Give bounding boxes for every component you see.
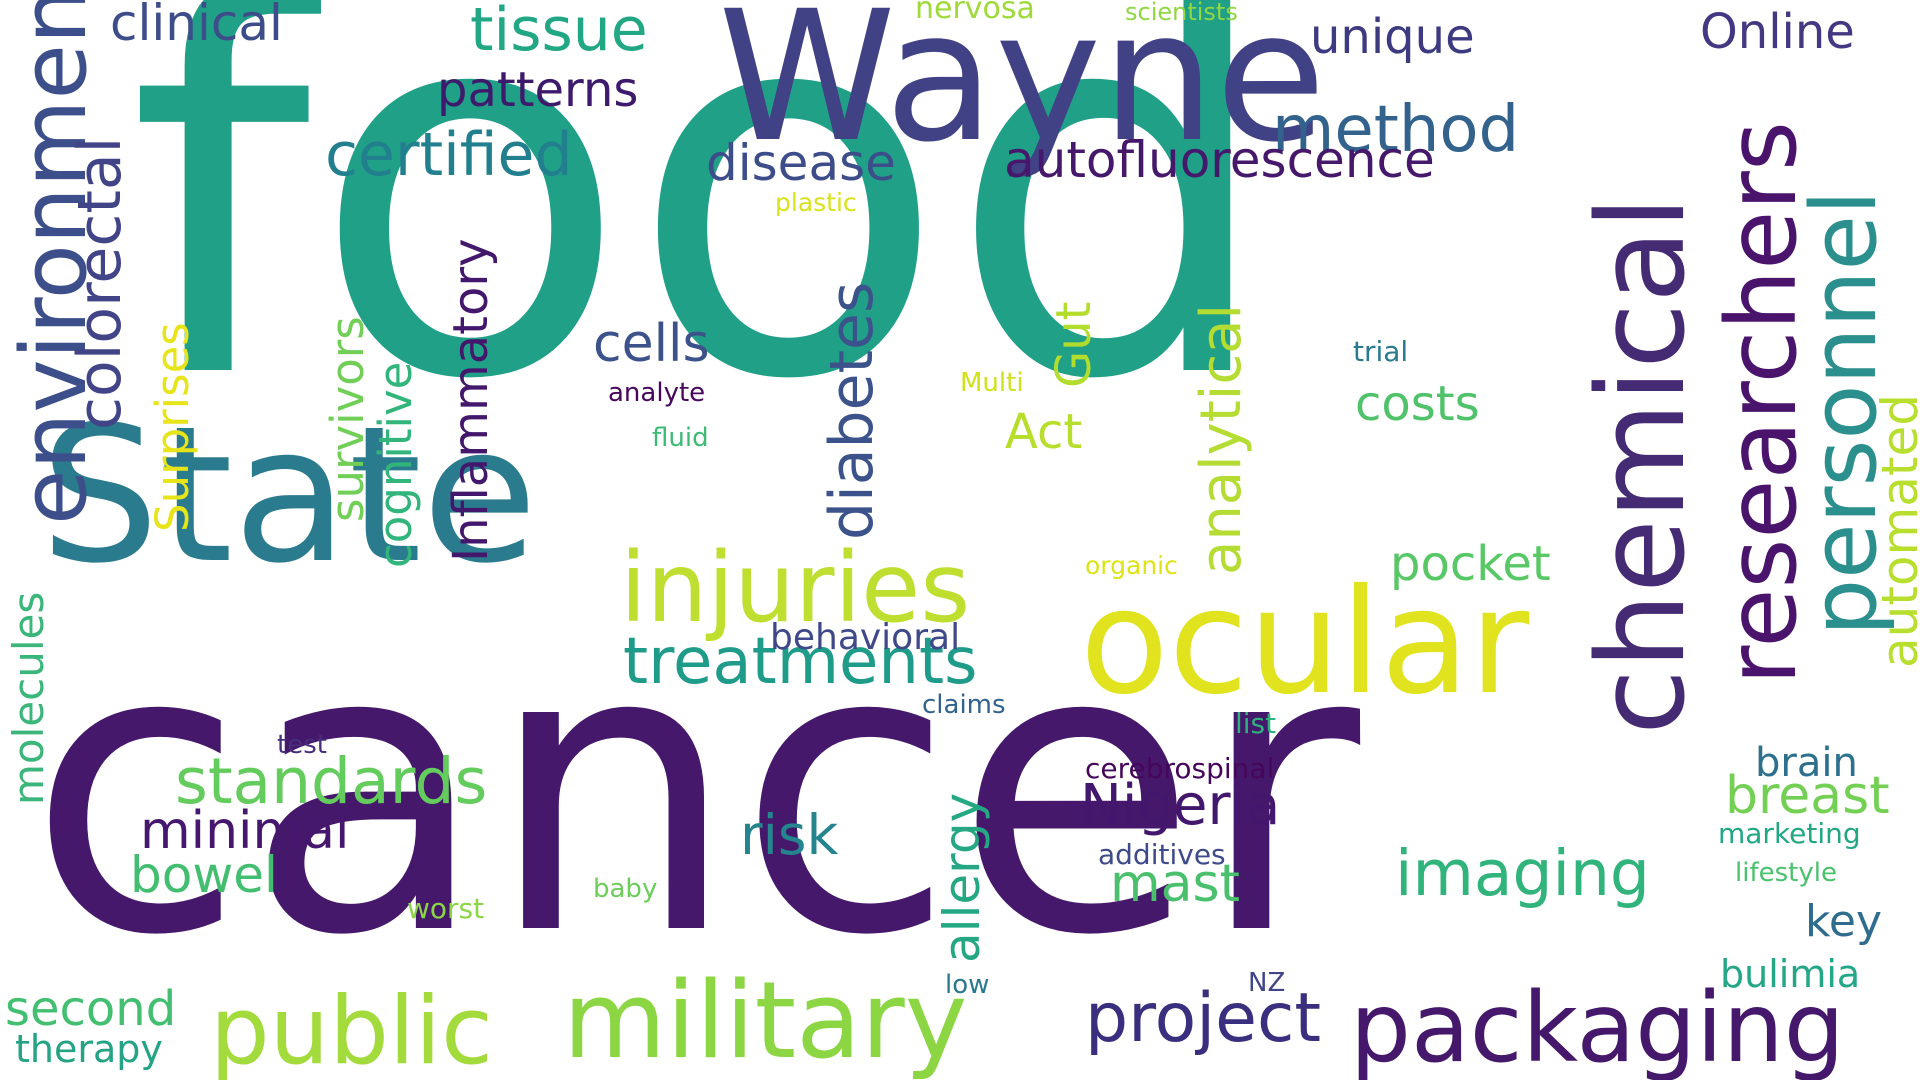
word-worst: worst (407, 892, 485, 925)
word-claims: claims (922, 690, 1006, 720)
word-food: food (128, 0, 1278, 493)
word-patterns: patterns (437, 62, 639, 118)
word-automated: automated (1871, 394, 1920, 668)
word-multi: Multi (960, 368, 1024, 398)
word-minimal: minimal (140, 801, 350, 861)
word-list: list (1235, 707, 1277, 740)
word-brain: brain (1755, 740, 1858, 786)
word-autofluorescence: autofluorescence (1004, 131, 1435, 189)
word-mast: mast (1110, 854, 1240, 914)
word-imaging: imaging (1395, 837, 1650, 910)
word-bowel: bowel (130, 846, 278, 904)
word-organic: organic (1085, 551, 1178, 580)
word-chemical: chemical (1573, 196, 1712, 735)
word-nz: NZ (1248, 968, 1286, 998)
word-tissue: tissue (470, 0, 648, 65)
word-lifestyle: lifestyle (1735, 858, 1837, 888)
word-packaging: packaging (1350, 972, 1845, 1080)
word-breast: breast (1725, 766, 1890, 826)
word-method: method (1272, 93, 1520, 167)
word-nervosa: nervosa (915, 0, 1035, 26)
word-analyte: analyte (608, 378, 706, 408)
word-fluid: fluid (652, 423, 709, 453)
word-second: second (5, 981, 177, 1037)
word-diabetes: diabetes (817, 281, 887, 540)
word-baby: baby (593, 874, 658, 904)
word-trial: trial (1353, 335, 1409, 368)
word-colorectal: colorectal (65, 136, 135, 430)
word-pocket: pocket (1390, 536, 1551, 592)
word-risk: risk (740, 803, 839, 867)
word-cognitive: cognitive (369, 361, 422, 568)
word-inflammatory: Inflammatory (443, 238, 499, 562)
word-wayne: Wayne (718, 0, 1327, 182)
word-additives: additives (1098, 838, 1226, 871)
word-behavioral: behavioral (770, 617, 961, 658)
word-molecules: molecules (4, 591, 53, 805)
word-allergy: allergy (933, 792, 991, 963)
word-scientists: scientists (1125, 0, 1238, 26)
word-injuries: injuries (620, 532, 971, 644)
word-ocular: ocular (1080, 558, 1530, 727)
word-cerebrospinal: cerebrospinal (1085, 752, 1275, 785)
word-marketing: marketing (1718, 817, 1861, 850)
word-cells: cells (593, 314, 710, 374)
word-environment: treatments (623, 625, 978, 699)
word-key: key (1805, 896, 1883, 947)
word-state: State (40, 386, 538, 605)
word-online: Online (1700, 4, 1855, 60)
word-public: public (210, 977, 493, 1080)
word-low: low (945, 970, 990, 1000)
word-costs: costs (1355, 376, 1480, 432)
word-project: project (1085, 979, 1322, 1058)
word-gut: Gut (1046, 301, 1102, 388)
word-act: Act (1005, 404, 1083, 460)
word-bulimia: bulimia (1720, 952, 1861, 996)
word-survivors: survivors (321, 316, 374, 522)
word-cancer: cancer (28, 562, 1361, 1022)
word-clinical: clinical (110, 0, 283, 52)
word-plastic: plastic (775, 188, 857, 217)
word-nigeria: Nigeria (1080, 773, 1281, 838)
word-disease: disease (706, 134, 896, 192)
word-unique: unique (1310, 9, 1475, 65)
word-certified: certified (325, 120, 573, 190)
word-standards: standards (175, 745, 488, 818)
word-test: test (277, 730, 327, 760)
word-therapy: therapy (15, 1027, 163, 1071)
word-military: military (563, 959, 968, 1080)
word-analytical: analytical (1189, 303, 1254, 575)
word-surprises: Surprises (146, 322, 199, 532)
